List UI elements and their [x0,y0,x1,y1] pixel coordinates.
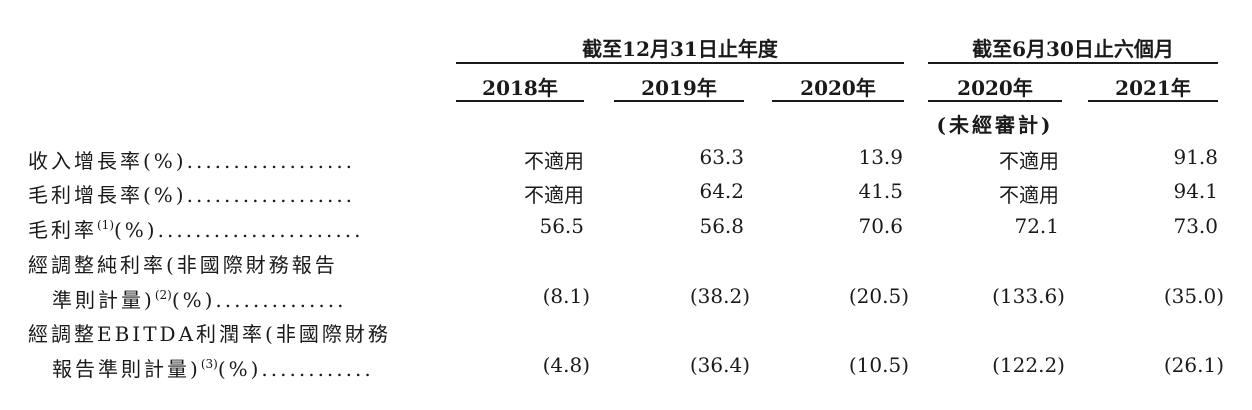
row-label: 準則計量)(2)(%).............. [52,284,346,313]
col-rule-2021-h1 [1088,100,1218,102]
cell-value: 70.6 [858,214,903,238]
col-header-2018: 2018年 [482,76,558,100]
cell-value: 91.8 [1173,145,1218,169]
unaudited-note: (未經審計) [936,113,1054,137]
row-label-unit: (%) [171,288,216,312]
row-label-unit: (%) [217,357,262,381]
cell-value: 不適用 [524,149,584,173]
footnote-ref: (3) [200,357,218,371]
cell-value: 不適用 [524,183,584,207]
footnote-ref: (2) [154,288,172,302]
cell-value: (10.5) [848,353,909,377]
header-group-rule-2 [928,62,1218,64]
leader-dots: .................. [186,149,356,173]
row-label-line1: 經調整純利率(非國際財務報告 [28,253,338,277]
col-rule-2020-h1 [928,100,1062,102]
row-label: 收入增長率(%).................. [28,145,355,174]
cell-value: (4.8) [542,353,590,377]
cell-value: 72.1 [1014,214,1059,238]
cell-value: 41.5 [858,179,903,203]
cell-value: (26.1) [1163,353,1224,377]
row-label-text: 毛利率 [28,218,97,242]
col-header-2020-h1: 2020年 [957,76,1033,100]
col-header-2019: 2019年 [641,76,717,100]
col-rule-2019 [614,100,744,102]
cell-value: (38.2) [689,284,750,308]
cell-value: 56.8 [699,214,744,238]
cell-value: 13.9 [858,145,903,169]
cell-value: (20.5) [848,284,909,308]
header-group-rule-1 [456,62,904,64]
cell-value: (122.2) [992,353,1065,377]
row-label-text: 報告準則計量) [52,357,201,381]
header-group-six-months: 截至6月30日止六個月 [972,37,1174,61]
cell-value: (133.6) [992,284,1065,308]
row-label: 毛利率(1)(%)...................... [28,214,363,243]
cell-value: (36.4) [689,353,750,377]
leader-dots: .............. [215,288,347,312]
cell-value: 94.1 [1173,179,1218,203]
cell-value: (8.1) [542,284,590,308]
cell-value: 64.2 [699,179,744,203]
cell-value: 73.0 [1173,214,1218,238]
row-label: 毛利增長率(%).................. [28,179,355,208]
header-group-year-ended: 截至12月31日止年度 [582,37,778,61]
row-label-text: 毛利增長率(%) [28,183,187,207]
col-rule-2020 [772,100,904,102]
leader-dots: .................. [186,183,356,207]
cell-value: 不適用 [999,183,1059,207]
cell-value: (35.0) [1163,284,1224,308]
col-header-2020: 2020年 [800,76,876,100]
row-label-line1: 經調整EBITDA利潤率(非國際財務 [28,322,391,346]
leader-dots: ............ [261,357,374,381]
leader-dots: ...................... [157,218,364,242]
row-label-text: 收入增長率(%) [28,149,187,173]
row-label-unit: (%) [114,218,158,242]
footnote-ref: (1) [97,218,114,232]
row-label: 報告準則計量)(3)(%)............ [52,353,374,382]
col-header-2021-h1: 2021年 [1115,76,1191,100]
row-label-text: 準則計量) [52,288,155,312]
cell-value: 不適用 [999,149,1059,173]
cell-value: 56.5 [539,214,584,238]
col-rule-2018 [456,100,584,102]
cell-value: 63.3 [699,145,744,169]
